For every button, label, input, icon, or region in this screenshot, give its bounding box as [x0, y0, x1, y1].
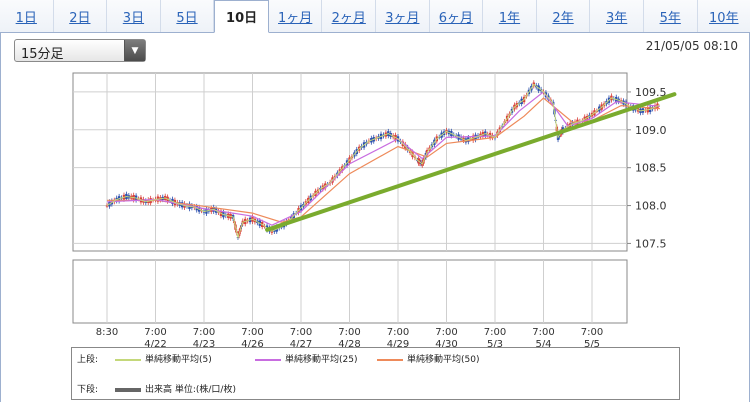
- x-tick-label-date: 5/5: [584, 339, 600, 350]
- legend-item-volume-label: 出来高 単位:(株/口/枚): [145, 385, 236, 395]
- legend-item-ma25: 単純移動平均(25): [255, 352, 357, 365]
- trendline: [265, 92, 677, 232]
- legend-swatch-ma50: [377, 358, 403, 361]
- legend-item-ma5: 単純移動平均(5): [115, 352, 212, 365]
- tab-10[interactable]: 1年: [483, 0, 537, 32]
- period-tabs: 1日 2日 3日 5日 10日 1ヶ月 2ヶ月 3ヶ月 6ヶ月 1年 2年 3年 5年 10年: [0, 0, 750, 33]
- legend: 上段: 単純移動平均(5) 単純移動平均(25) 単純移動平均(50) 下段: …: [71, 347, 680, 400]
- tab-5[interactable]: 10日: [214, 0, 269, 33]
- x-tick-label-time: 7:00: [387, 327, 409, 338]
- y-tick-label: 109.0: [635, 124, 667, 137]
- tab-13[interactable]: 5年: [644, 0, 698, 32]
- x-tick-label-time: 7:00: [144, 327, 166, 338]
- x-tick-label-time: 7:00: [241, 327, 263, 338]
- x-tick-label-time: 7:00: [193, 327, 215, 338]
- x-tick-label-date: 4/26: [241, 339, 263, 350]
- x-tick-label-time: 8:30: [96, 327, 118, 338]
- tab-4[interactable]: 5日: [161, 0, 215, 32]
- x-tick-label-time: 7:00: [532, 327, 554, 338]
- x-tick-label-date: 5/3: [487, 339, 503, 350]
- y-tick-label: 108.5: [635, 162, 667, 175]
- legend-item-ma50: 単純移動平均(50): [377, 352, 479, 365]
- tab-11[interactable]: 2年: [537, 0, 591, 32]
- tab-7[interactable]: 2ヶ月: [322, 0, 377, 32]
- x-tick-label-time: 7:00: [484, 327, 506, 338]
- x-tick-label-time: 7:00: [581, 327, 603, 338]
- series-line-ma25: [106, 91, 660, 226]
- legend-item-ma50-label: 単純移動平均(50): [407, 355, 480, 365]
- tab-6[interactable]: 1ヶ月: [269, 0, 323, 32]
- y-tick-label: 107.5: [635, 237, 667, 250]
- legend-upper-row: 上段: 単純移動平均(5) 単純移動平均(25) 単純移動平均(50): [77, 352, 677, 366]
- legend-item-ma25-label: 単純移動平均(25): [285, 355, 358, 365]
- legend-swatch-ma25: [255, 358, 281, 361]
- x-tick-label-date: 4/27: [290, 339, 312, 350]
- x-tick-label-date: 4/29: [387, 339, 409, 350]
- y-tick-label: 109.5: [635, 86, 667, 99]
- legend-item-volume: 出来高 単位:(株/口/枚): [115, 382, 236, 395]
- x-tick-label-date: 4/30: [435, 339, 457, 350]
- x-tick-label-time: 7:00: [435, 327, 457, 338]
- tab-9[interactable]: 6ヶ月: [430, 0, 484, 32]
- tab-3[interactable]: 3日: [107, 0, 161, 32]
- tab-12[interactable]: 3年: [590, 0, 644, 32]
- timestamp: 21/05/05 08:10: [645, 39, 738, 53]
- candle-body: [105, 205, 109, 207]
- chevron-down-icon[interactable]: ▼: [124, 40, 145, 61]
- x-tick-label-date: 5/4: [535, 339, 551, 350]
- y-tick-label: 108.0: [635, 200, 667, 213]
- x-tick-label-date: 4/22: [144, 339, 166, 350]
- interval-select[interactable]: 15分足 ▼: [14, 39, 146, 62]
- legend-item-ma5-label: 単純移動平均(5): [145, 355, 212, 365]
- legend-lower-row: 下段: 出来高 単位:(株/口/枚): [77, 382, 677, 396]
- tab-1[interactable]: 1日: [0, 0, 54, 32]
- tab-8[interactable]: 3ヶ月: [376, 0, 430, 32]
- tab-14[interactable]: 10年: [709, 10, 739, 26]
- x-tick-label-time: 7:00: [338, 327, 360, 338]
- legend-lower-label: 下段:: [77, 385, 99, 395]
- x-tick-label-date: 4/23: [193, 339, 215, 350]
- x-tick-label-date: 4/28: [338, 339, 360, 350]
- tab-2[interactable]: 2日: [54, 0, 108, 32]
- interval-select-value: 15分足: [21, 47, 64, 62]
- legend-swatch-ma5: [115, 358, 141, 361]
- legend-swatch-volume: [115, 387, 141, 392]
- legend-upper-label: 上段:: [77, 355, 99, 365]
- x-tick-label-time: 7:00: [290, 327, 312, 338]
